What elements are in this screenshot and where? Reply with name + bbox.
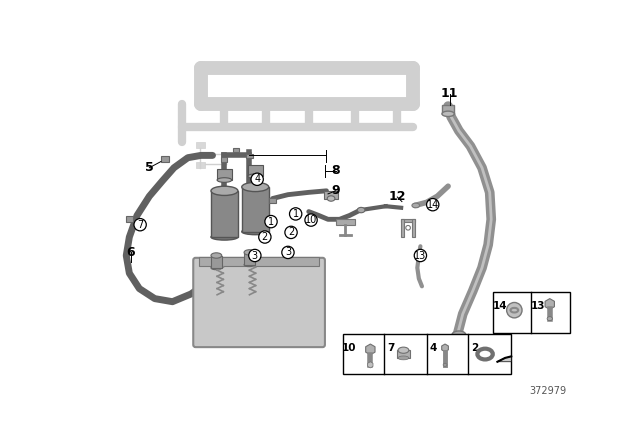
Ellipse shape: [351, 123, 359, 128]
Ellipse shape: [211, 266, 221, 270]
Ellipse shape: [394, 123, 401, 128]
Ellipse shape: [211, 253, 221, 258]
Bar: [211, 255, 221, 268]
Bar: [217, 169, 232, 180]
Ellipse shape: [211, 186, 238, 195]
Text: 4: 4: [254, 174, 260, 184]
Ellipse shape: [248, 174, 262, 178]
Text: 372979: 372979: [529, 386, 566, 396]
Text: 13: 13: [414, 250, 426, 260]
Ellipse shape: [398, 347, 409, 353]
Text: 7: 7: [137, 220, 143, 230]
Bar: [242, 187, 269, 232]
Text: 4: 4: [429, 343, 436, 353]
Text: 13: 13: [531, 302, 545, 311]
Ellipse shape: [244, 250, 255, 255]
Circle shape: [285, 226, 297, 238]
Bar: [244, 252, 255, 265]
Bar: [324, 191, 338, 198]
Ellipse shape: [452, 331, 466, 339]
Circle shape: [265, 215, 277, 228]
Text: 6: 6: [127, 246, 135, 259]
Bar: [442, 104, 454, 114]
Text: 10: 10: [342, 343, 356, 353]
Ellipse shape: [242, 228, 269, 235]
Circle shape: [414, 250, 427, 262]
Text: 3: 3: [285, 247, 291, 258]
Circle shape: [427, 198, 439, 211]
Circle shape: [507, 302, 522, 318]
Bar: [196, 142, 205, 148]
Text: 11: 11: [441, 87, 458, 100]
Text: 5: 5: [145, 161, 154, 174]
Ellipse shape: [242, 182, 269, 192]
Ellipse shape: [220, 123, 228, 128]
Bar: [200, 257, 319, 266]
Ellipse shape: [217, 178, 232, 182]
Ellipse shape: [262, 123, 270, 128]
Text: 7: 7: [387, 343, 395, 353]
Circle shape: [251, 173, 263, 185]
Circle shape: [289, 208, 302, 220]
Bar: [344, 334, 511, 374]
Ellipse shape: [412, 203, 420, 208]
Bar: [234, 148, 239, 152]
Ellipse shape: [211, 234, 238, 240]
Circle shape: [305, 214, 317, 226]
Bar: [248, 165, 262, 176]
Ellipse shape: [244, 263, 255, 267]
Circle shape: [249, 250, 261, 262]
Circle shape: [282, 246, 294, 258]
Bar: [126, 216, 133, 222]
Ellipse shape: [443, 363, 447, 366]
Bar: [397, 350, 410, 358]
Bar: [401, 219, 415, 222]
Polygon shape: [497, 356, 511, 362]
Circle shape: [134, 219, 147, 231]
Ellipse shape: [357, 207, 365, 213]
Bar: [269, 198, 276, 203]
Text: 3: 3: [252, 250, 258, 260]
Ellipse shape: [398, 356, 409, 360]
Bar: [412, 219, 415, 237]
Circle shape: [406, 225, 410, 230]
Bar: [493, 293, 570, 332]
Bar: [211, 191, 238, 237]
Ellipse shape: [305, 123, 312, 128]
Bar: [161, 156, 168, 162]
Text: 10: 10: [305, 215, 317, 225]
Ellipse shape: [547, 317, 552, 321]
Bar: [246, 154, 253, 159]
Text: 2: 2: [470, 343, 478, 353]
Text: 14: 14: [492, 302, 507, 311]
Text: 1: 1: [268, 217, 274, 227]
FancyBboxPatch shape: [193, 258, 325, 347]
Text: 2: 2: [262, 232, 268, 242]
Text: 8: 8: [332, 164, 340, 177]
Circle shape: [259, 231, 271, 243]
Bar: [401, 219, 404, 237]
Text: 1: 1: [292, 209, 299, 219]
Bar: [336, 219, 355, 225]
Text: 12: 12: [388, 190, 406, 203]
Text: 14: 14: [427, 200, 439, 210]
Bar: [221, 157, 227, 162]
Bar: [196, 162, 205, 168]
Ellipse shape: [442, 111, 454, 116]
Text: 2: 2: [288, 228, 294, 237]
Ellipse shape: [327, 196, 335, 201]
Text: 9: 9: [332, 184, 340, 197]
